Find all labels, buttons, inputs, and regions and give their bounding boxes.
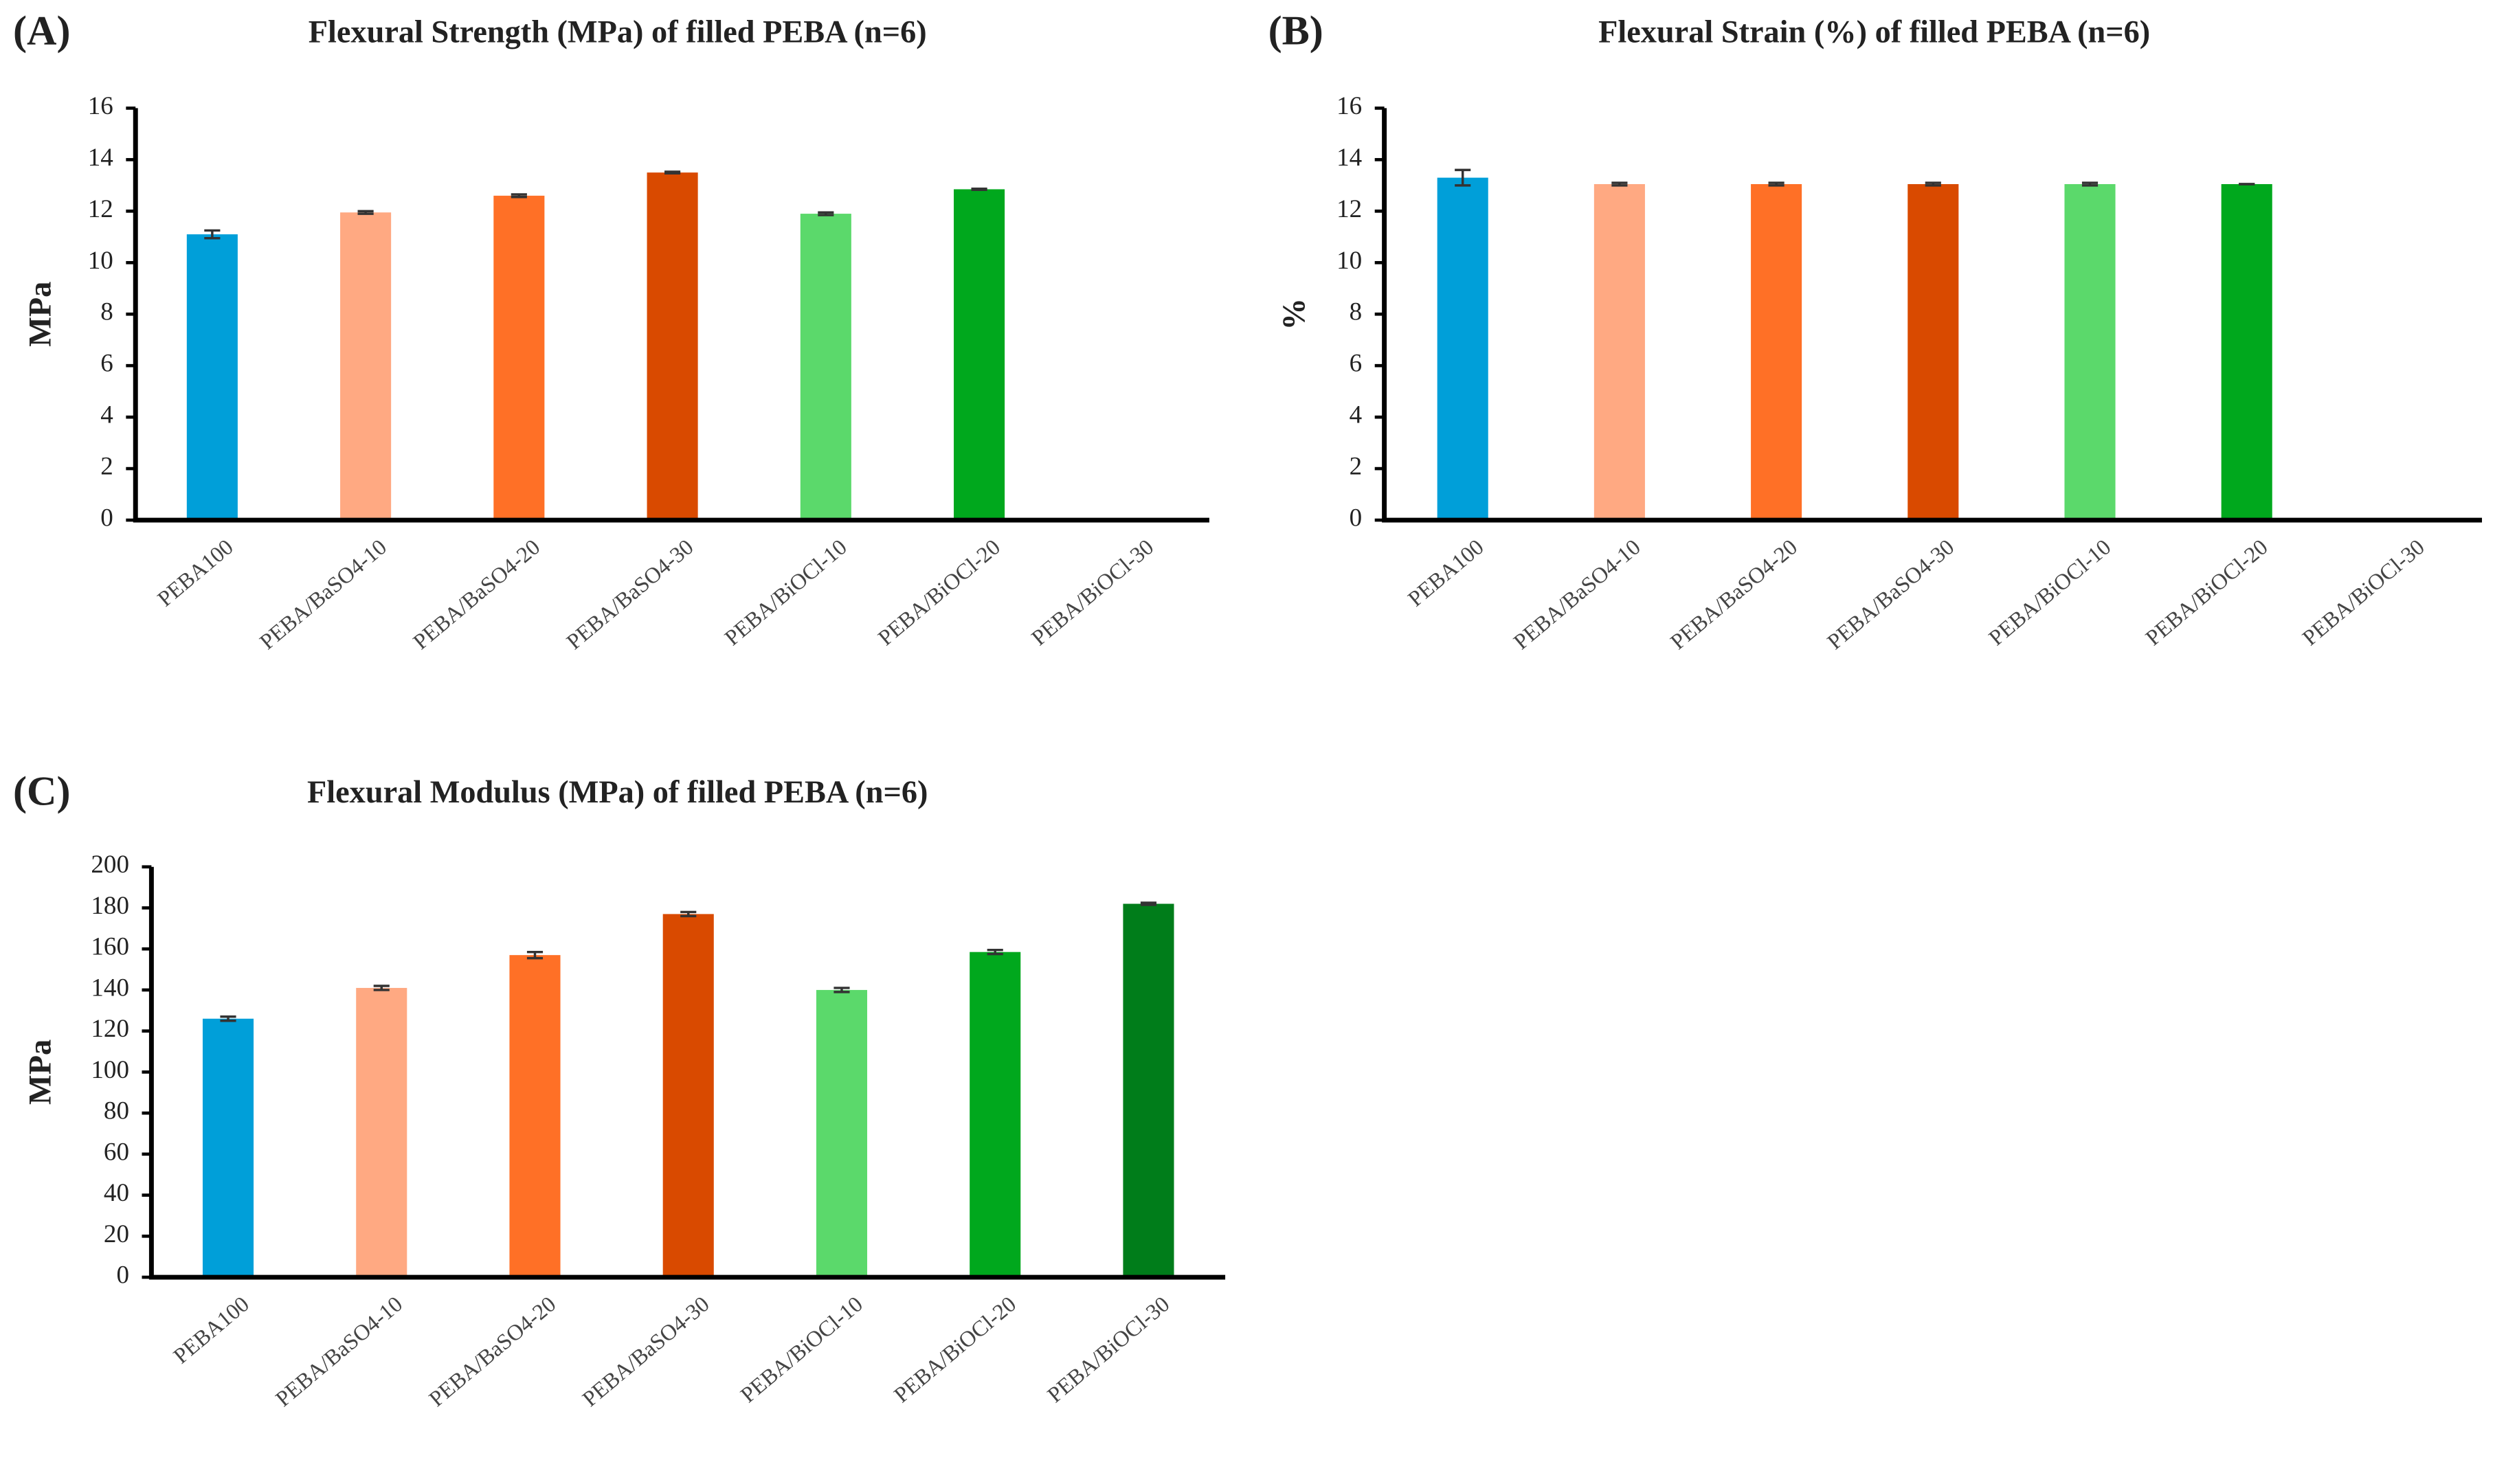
y-tick-label: 20 bbox=[104, 1220, 129, 1248]
y-tick-label: 140 bbox=[91, 974, 129, 1002]
y-tick-label: 4 bbox=[1350, 401, 1363, 429]
x-tick-label: PEBA/BiOCl-30 bbox=[2298, 535, 2429, 651]
y-tick-label: 160 bbox=[91, 933, 129, 961]
y-tick-label: 14 bbox=[88, 144, 113, 172]
bar bbox=[662, 914, 714, 1278]
error-bar bbox=[511, 193, 527, 199]
y-axis-label: % bbox=[1277, 298, 1312, 330]
x-tick-label: PEBA/BiOCl-30 bbox=[1043, 1292, 1174, 1408]
y-tick-label: 2 bbox=[1350, 453, 1363, 481]
error-bar bbox=[664, 170, 681, 175]
error-bar bbox=[680, 910, 697, 918]
y-tick-label: 16 bbox=[88, 92, 113, 120]
y-tick-label: 10 bbox=[88, 247, 113, 275]
bar bbox=[1123, 903, 1174, 1278]
error-bar bbox=[220, 1015, 236, 1022]
panel-label: (B) bbox=[1268, 8, 1323, 54]
error-bar bbox=[1455, 168, 1471, 187]
y-tick-label: 0 bbox=[1350, 504, 1363, 532]
panel-label: (C) bbox=[13, 768, 71, 814]
chart-title: Flexural Strength (MPa) of filled PEBA (… bbox=[309, 15, 927, 50]
y-tick-label: 6 bbox=[1350, 350, 1363, 378]
chart-title: Flexural Strain (%) of filled PEBA (n=6) bbox=[1598, 15, 2150, 50]
bar bbox=[816, 989, 868, 1278]
panel-label: (A) bbox=[13, 8, 71, 54]
y-tick-label: 6 bbox=[100, 350, 113, 378]
bar bbox=[1437, 177, 1488, 521]
error-bar bbox=[971, 187, 987, 191]
error-bar bbox=[204, 229, 221, 240]
y-tick-label: 120 bbox=[91, 1015, 129, 1043]
y-tick-label: 60 bbox=[104, 1138, 129, 1166]
y-tick-label: 2 bbox=[100, 453, 113, 481]
x-tick-label: PEBA/BiOCl-20 bbox=[2141, 535, 2272, 651]
error-bar bbox=[1140, 901, 1157, 906]
bar bbox=[800, 214, 851, 521]
x-tick-label: PEBA/BaSO4-10 bbox=[1509, 535, 1645, 655]
x-tick-label: PEBA100 bbox=[169, 1292, 254, 1369]
x-tick-label: PEBA/BiOCl-20 bbox=[889, 1292, 1020, 1408]
error-bar bbox=[818, 211, 834, 216]
bar bbox=[970, 952, 1021, 1278]
bar bbox=[493, 195, 545, 521]
y-tick-label: 80 bbox=[104, 1097, 129, 1125]
error-bar bbox=[1768, 181, 1784, 187]
x-tick-label: PEBA/BaSO4-20 bbox=[1666, 535, 1802, 655]
bar bbox=[2064, 183, 2116, 521]
y-axis-label: MPa bbox=[23, 282, 58, 347]
y-tick-label: 12 bbox=[88, 195, 113, 223]
bar bbox=[509, 955, 561, 1278]
x-tick-label: PEBA/BiOCl-30 bbox=[1027, 535, 1159, 651]
x-tick-label: PEBA/BaSO4-20 bbox=[409, 535, 545, 655]
x-tick-label: PEBA/BaSO4-30 bbox=[578, 1292, 714, 1412]
x-tick-label: PEBA/BaSO4-30 bbox=[562, 535, 698, 655]
y-tick-label: 200 bbox=[91, 851, 129, 879]
chart-title: Flexural Modulus (MPa) of filled PEBA (n… bbox=[307, 775, 928, 810]
bar bbox=[1751, 183, 1802, 521]
bar bbox=[356, 987, 407, 1278]
bar bbox=[954, 189, 1005, 521]
y-tick-label: 8 bbox=[1350, 298, 1363, 326]
bar bbox=[2221, 183, 2272, 521]
error-bar bbox=[1611, 181, 1628, 187]
error-bar bbox=[987, 948, 1003, 956]
bar bbox=[202, 1018, 254, 1278]
y-axis-label: MPa bbox=[23, 1039, 58, 1105]
y-tick-label: 8 bbox=[100, 298, 113, 326]
x-tick-label: PEBA/BiOCl-10 bbox=[720, 535, 851, 651]
x-tick-label: PEBA100 bbox=[153, 535, 238, 611]
y-tick-label: 16 bbox=[1336, 92, 1362, 120]
y-tick-label: 10 bbox=[1336, 247, 1362, 275]
x-tick-label: PEBA/BiOCl-10 bbox=[736, 1292, 867, 1408]
y-tick-label: 40 bbox=[104, 1179, 129, 1207]
x-tick-label: PEBA/BiOCl-20 bbox=[873, 535, 1005, 651]
bar bbox=[186, 234, 238, 521]
y-tick-label: 0 bbox=[100, 504, 113, 532]
x-tick-label: PEBA/BaSO4-20 bbox=[425, 1292, 561, 1412]
error-bar bbox=[373, 985, 390, 991]
y-tick-label: 14 bbox=[1336, 144, 1362, 172]
error-bar bbox=[1925, 181, 1941, 187]
y-tick-label: 180 bbox=[91, 892, 129, 920]
x-tick-label: PEBA/BaSO4-10 bbox=[271, 1292, 407, 1412]
bar bbox=[647, 172, 698, 521]
error-bar bbox=[357, 210, 374, 215]
x-tick-label: PEBA/BiOCl-10 bbox=[1984, 535, 2116, 651]
y-tick-label: 100 bbox=[91, 1056, 129, 1084]
error-bar bbox=[2081, 181, 2099, 187]
bar bbox=[340, 212, 392, 521]
y-tick-label: 4 bbox=[100, 401, 113, 429]
bar bbox=[1907, 183, 1959, 521]
y-tick-label: 0 bbox=[116, 1261, 129, 1290]
bar bbox=[1593, 183, 1645, 521]
x-tick-label: PEBA/BaSO4-10 bbox=[255, 535, 391, 655]
y-tick-label: 12 bbox=[1336, 195, 1362, 223]
error-bar bbox=[526, 950, 544, 960]
x-tick-label: PEBA/BaSO4-30 bbox=[1823, 535, 1959, 655]
x-tick-label: PEBA100 bbox=[1404, 535, 1489, 611]
error-bar bbox=[833, 987, 850, 993]
